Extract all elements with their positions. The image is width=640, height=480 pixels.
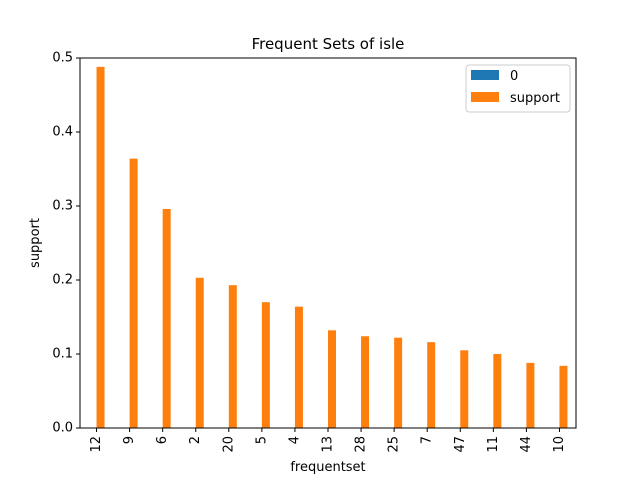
x-tick-label: 12 — [89, 436, 104, 453]
x-tick-label: 2 — [188, 436, 203, 444]
x-tick-label: 9 — [122, 436, 137, 444]
plot-frame — [79, 57, 577, 429]
bar-support-5 — [261, 302, 270, 428]
x-tick-label: 11 — [486, 436, 501, 453]
y-tick-label: 0.4 — [52, 125, 73, 140]
chart-title: Frequent Sets of isle — [252, 35, 405, 53]
legend: 0 support — [465, 64, 571, 113]
x-tick-label: 7 — [420, 436, 435, 444]
x-tick-label: 5 — [254, 436, 269, 444]
x-tick-label: 28 — [354, 436, 369, 453]
bar-support-44 — [526, 362, 535, 428]
y-tick-label: 0.5 — [52, 51, 73, 66]
x-tick-label: 47 — [453, 436, 468, 453]
x-tick-label: 13 — [321, 436, 336, 453]
y-tick-label: 0.1 — [52, 347, 73, 362]
bar-support-47 — [460, 350, 469, 428]
x-tick-label: 20 — [221, 436, 236, 453]
bar-support-20 — [228, 285, 237, 428]
bar-support-28 — [361, 336, 370, 428]
x-tick-label: 6 — [155, 436, 170, 444]
bar-support-12 — [96, 66, 105, 428]
bar-support-7 — [427, 342, 436, 428]
bar-support-13 — [328, 330, 336, 428]
bar-support-9 — [129, 158, 138, 428]
legend-swatch-support — [471, 92, 499, 102]
legend-label-series-0: 0 — [510, 69, 518, 84]
y-tick-label: 0.3 — [52, 199, 73, 214]
bar-support-10 — [559, 365, 568, 428]
bar-support-25 — [394, 337, 403, 428]
legend-swatch-series-0 — [471, 70, 499, 80]
x-tick-label: 4 — [287, 436, 302, 444]
x-tick-label: 10 — [552, 436, 567, 453]
x-tick-label: 44 — [519, 436, 534, 453]
x-ticks-group: 12 9 6 2 20 5 4 13 28 25 7 47 11 44 10 — [89, 428, 567, 453]
x-tick-label: 25 — [387, 436, 402, 453]
y-tick-label: 0.0 — [52, 421, 73, 436]
x-axis-label: frequentset — [290, 460, 365, 475]
bar-support-11 — [493, 354, 502, 428]
legend-label-support: support — [510, 91, 560, 106]
bar-support-2 — [195, 277, 204, 428]
y-axis-label: support — [28, 218, 43, 268]
y-tick-label: 0.2 — [52, 273, 73, 288]
y-ticks-group: 0.0 0.1 0.2 0.3 0.4 0.5 — [52, 51, 80, 436]
bar-support-4 — [294, 306, 303, 428]
bar-support-6 — [162, 208, 171, 428]
bars-group — [96, 66, 568, 428]
